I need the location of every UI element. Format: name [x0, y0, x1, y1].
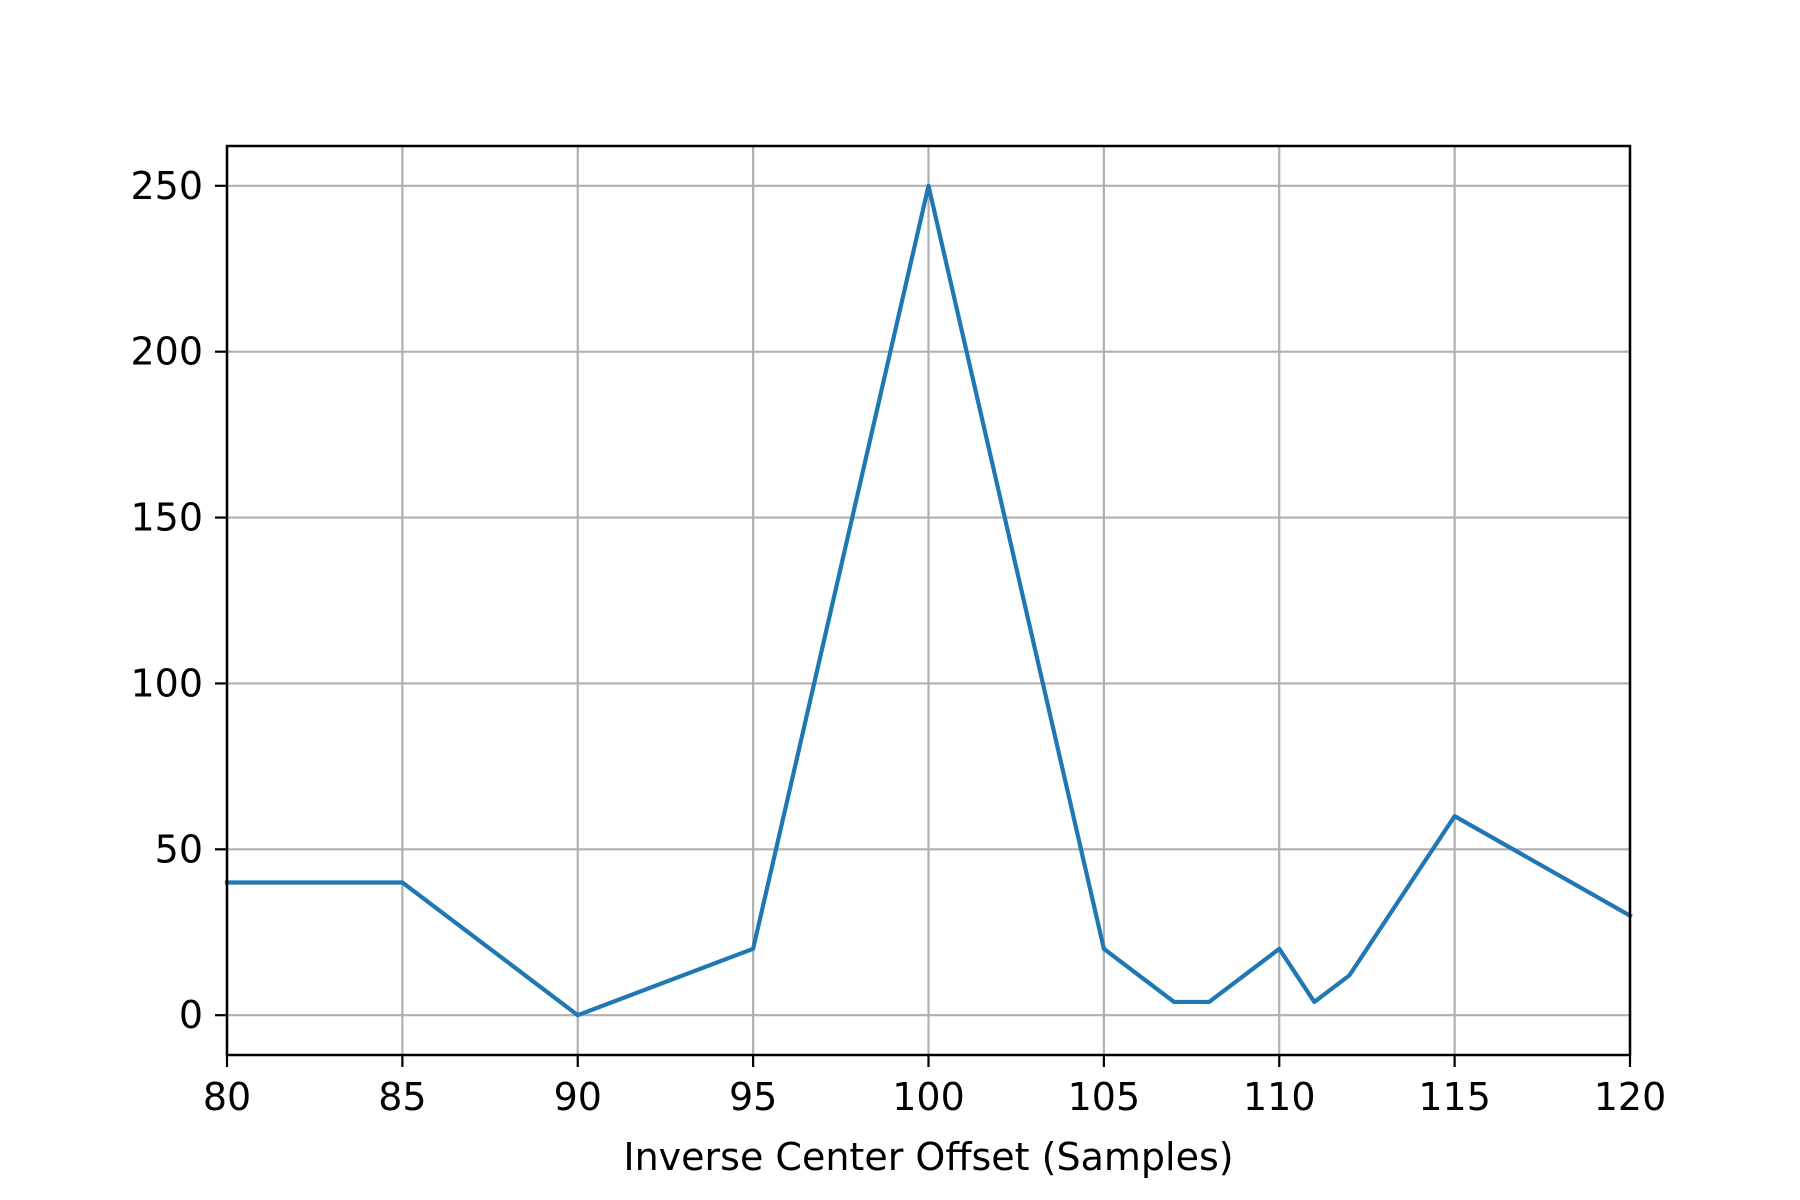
x-tick-label: 80 [203, 1075, 251, 1119]
y-tick-label: 0 [179, 993, 203, 1037]
x-tick-label: 120 [1594, 1075, 1667, 1119]
grid [225, 146, 1632, 1055]
x-axis: 80 85 90 95 100 105 110 115 120 [203, 1055, 1666, 1119]
x-axis-title: Inverse Center Offset (Samples) [623, 1135, 1233, 1179]
x-tick-label: 115 [1418, 1075, 1491, 1119]
x-tick-label: 110 [1243, 1075, 1316, 1119]
y-tick-label: 150 [130, 496, 203, 540]
y-tick-label: 250 [130, 164, 203, 208]
x-tick-label: 100 [892, 1075, 965, 1119]
y-tick-label: 100 [130, 661, 203, 705]
x-tick-label: 85 [378, 1075, 426, 1119]
x-tick-label: 105 [1068, 1075, 1141, 1119]
y-tick-label: 50 [155, 827, 203, 871]
x-tick-label: 90 [554, 1075, 602, 1119]
y-axis: 0 50 100 150 200 250 [130, 164, 227, 1037]
x-tick-label: 95 [729, 1075, 777, 1119]
y-tick-label: 200 [130, 330, 203, 374]
